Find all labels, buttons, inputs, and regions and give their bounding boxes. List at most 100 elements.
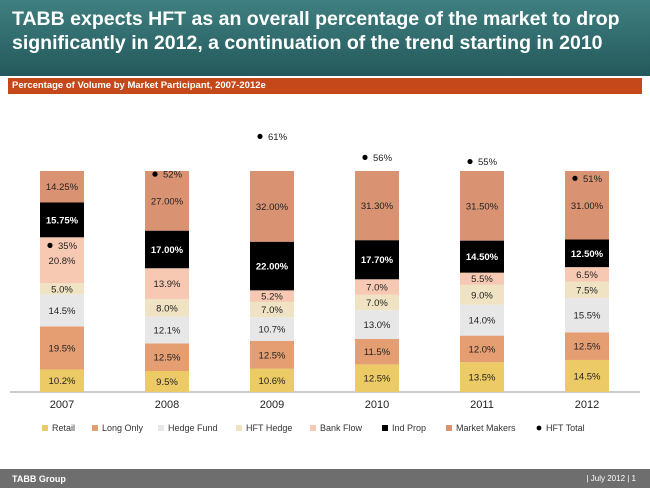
hft-total-point [572, 175, 578, 181]
data-label: 8.0% [156, 303, 178, 314]
bar-segment [565, 281, 609, 299]
bar-segment [565, 332, 609, 360]
footer-date-page: | July 2012 | 1 [586, 474, 636, 483]
data-label: 7.0% [261, 305, 283, 316]
data-label: 15.75% [46, 215, 79, 226]
bar-segment [40, 294, 84, 327]
footer-bar [0, 469, 650, 488]
bar-segment [250, 171, 294, 242]
hft-total-point [152, 171, 158, 177]
hft-total-label: 51% [583, 174, 603, 185]
bar-segment [460, 240, 504, 273]
data-label: 13.0% [364, 320, 391, 331]
data-label: 14.5% [574, 371, 601, 382]
data-label: 13.5% [469, 373, 496, 384]
x-tick-label: 2012 [575, 399, 599, 411]
data-label: 27.00% [151, 196, 184, 207]
hft-total-point [47, 242, 53, 248]
legend-swatch [382, 425, 388, 431]
data-label: 12.0% [469, 344, 496, 355]
data-label: 13.9% [154, 279, 181, 290]
bar-segment [145, 343, 189, 372]
data-label: 11.5% [364, 347, 391, 358]
data-label: 17.70% [361, 255, 394, 266]
bar-segment [250, 317, 294, 341]
bar-segment [355, 364, 399, 392]
data-label: 19.5% [49, 343, 76, 354]
hft-total-label: 56% [373, 153, 393, 164]
footer-company: TABB Group [12, 474, 66, 484]
bar-segment [355, 310, 399, 339]
bar-segment [355, 294, 399, 311]
x-tick-label: 2010 [365, 399, 389, 411]
data-label: 7.0% [366, 283, 388, 294]
legend-swatch [446, 425, 452, 431]
data-label: 7.0% [366, 298, 388, 309]
hft-total-label: 55% [478, 157, 498, 168]
subheader-bar [8, 78, 642, 94]
data-label: 17.00% [151, 245, 184, 256]
bar-segment [460, 304, 504, 336]
legend-label: Hedge Fund [168, 423, 218, 433]
data-label: 10.2% [49, 376, 76, 387]
legend-label: Bank Flow [320, 423, 363, 433]
legend-label: HFT Hedge [246, 423, 292, 433]
bar-segment [40, 237, 84, 284]
bar-segment [40, 171, 84, 203]
bar-segment [565, 171, 609, 240]
data-label: 14.0% [469, 316, 496, 327]
x-tick-label: 2011 [470, 399, 494, 411]
data-label: 32.00% [256, 202, 289, 213]
hft-total-point [362, 154, 368, 160]
legend-label: HFT Total [546, 423, 585, 433]
data-label: 5.0% [51, 284, 73, 295]
data-label: 14.50% [466, 252, 499, 263]
data-label: 31.00% [571, 201, 604, 212]
data-label: 12.5% [574, 342, 601, 353]
bar-segment [250, 340, 294, 369]
data-label: 12.5% [364, 374, 391, 385]
hft-total-label: 35% [58, 241, 78, 252]
page-title: TABB expects HFT as an overall percentag… [12, 8, 620, 54]
data-label: 5.5% [471, 274, 493, 285]
data-label: 20.8% [49, 256, 76, 267]
bar-segment [40, 326, 84, 370]
chart-subtitle: Percentage of Volume by Market Participa… [12, 80, 266, 91]
legend-label: Market Makers [456, 423, 516, 433]
bar-segment [145, 371, 189, 392]
bar-segment [145, 298, 189, 317]
data-label: 31.30% [361, 201, 394, 212]
bar-segment [250, 241, 294, 291]
x-tick-label: 2008 [155, 399, 179, 411]
data-label: 31.50% [466, 201, 499, 212]
data-label: 22.00% [256, 262, 289, 273]
stacked-bar-chart: 10.2% 19.5% 14.5% 5.0% 20.8% 15.75% 14.25% 35% 2… [10, 132, 640, 433]
legend-swatch [310, 425, 316, 431]
data-label: 10.7% [259, 325, 286, 336]
hft-total-point [257, 133, 263, 140]
bar-segment [145, 171, 189, 231]
data-label: 10.6% [259, 376, 286, 387]
bar-segment [40, 369, 84, 392]
bar-segment [145, 230, 189, 269]
x-tick-label: 2007 [50, 399, 74, 411]
bar-segment [565, 298, 609, 333]
data-label: 9.5% [156, 377, 178, 388]
bar-segment [355, 171, 399, 241]
data-label: 6.5% [576, 270, 598, 281]
bar-segment [565, 267, 609, 282]
bar-segment [250, 368, 294, 392]
bar-segment [460, 284, 504, 305]
bar-segment [565, 359, 609, 392]
data-label: 7.5% [576, 285, 598, 296]
bar-segment [460, 335, 504, 363]
data-label: 14.25% [46, 182, 79, 193]
legend-swatch [236, 425, 242, 431]
data-label: 12.5% [259, 350, 286, 361]
legend-label: Retail [52, 423, 75, 433]
header-bar [0, 0, 650, 76]
hft-total-label: 61% [268, 132, 288, 143]
hft-total-label: 52% [163, 170, 183, 181]
bar-segment [145, 316, 189, 344]
bar-segment [145, 268, 189, 299]
